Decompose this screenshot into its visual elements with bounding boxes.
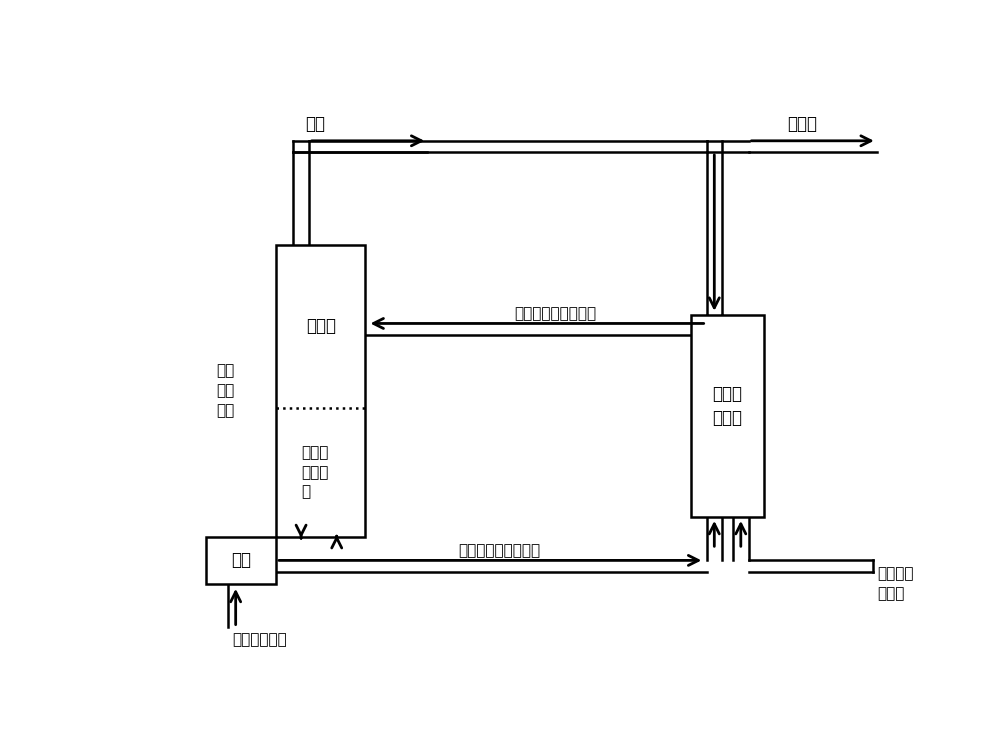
Text: 生物质气化气: 生物质气化气 xyxy=(232,632,287,647)
Text: 再生后的重整催化剂: 再生后的重整催化剂 xyxy=(514,306,596,321)
Text: 脱碳: 脱碳 xyxy=(231,551,251,569)
Bar xyxy=(691,315,764,517)
Text: 催化剂
再生器: 催化剂 再生器 xyxy=(713,385,743,426)
Bar xyxy=(276,245,365,537)
Text: 氢气: 氢气 xyxy=(305,115,325,133)
Bar xyxy=(206,537,276,584)
Text: 燃料气或
助燃气: 燃料气或 助燃气 xyxy=(877,566,913,601)
Text: 流化
床反
应器: 流化 床反 应器 xyxy=(217,363,235,418)
Text: 再生气: 再生气 xyxy=(787,115,817,133)
Text: 还原段: 还原段 xyxy=(306,317,336,335)
Text: 重整制
氢反应
段: 重整制 氢反应 段 xyxy=(301,445,328,499)
Text: 使用后的重整催化剂: 使用后的重整催化剂 xyxy=(458,543,540,558)
